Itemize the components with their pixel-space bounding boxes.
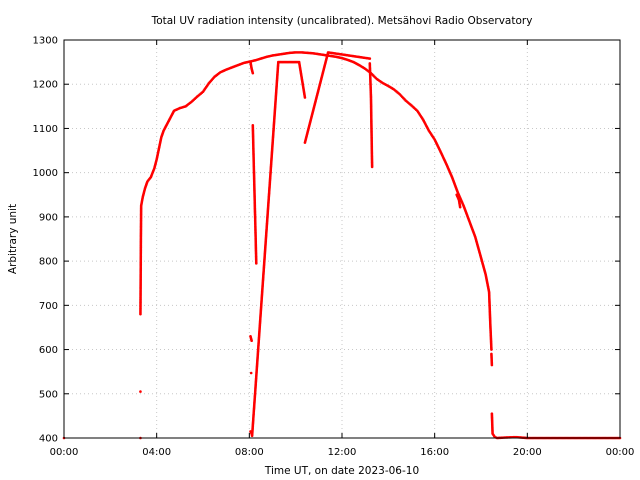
- data-point: [303, 96, 307, 99]
- x-tick-label: 00:00: [606, 447, 635, 458]
- data-point: [490, 363, 494, 367]
- y-tick-label: 500: [39, 389, 58, 400]
- x-tick-label: 12:00: [328, 447, 357, 458]
- y-tick-labels: 400 500 600 700 800 900 1000 1100 1200 1300: [33, 36, 58, 445]
- chart-title: Total UV radiation intensity (uncalibrat…: [151, 15, 533, 27]
- x-axis-label: Time UT, on date 2023-06-10: [264, 465, 419, 477]
- y-tick-label: 1000: [33, 168, 58, 179]
- x-tick-labels: 00:00 04:00 08:00 12:00 16:00 20:00 00:00: [50, 447, 635, 458]
- y-tick-label: 900: [39, 212, 58, 223]
- y-axis-label: Arbitrary unit: [7, 204, 19, 274]
- data-point: [490, 348, 493, 351]
- x-tick-label: 16:00: [420, 447, 449, 458]
- y-tick-label: 600: [39, 345, 58, 356]
- x-tick-label: 04:00: [142, 447, 171, 458]
- y-tick-label: 400: [39, 434, 58, 445]
- grid-lines: [64, 40, 620, 438]
- data-point: [458, 205, 462, 209]
- x-tick-label: 00:00: [50, 447, 79, 458]
- y-tick-label: 700: [39, 301, 58, 312]
- y-tick-label: 1200: [33, 80, 58, 91]
- data-point: [249, 371, 253, 375]
- data-point: [250, 339, 253, 343]
- y-tick-label: 800: [39, 257, 58, 268]
- data-points: [62, 51, 622, 440]
- data-point: [139, 390, 142, 393]
- data-point: [368, 57, 372, 60]
- y-tick-label: 1300: [33, 36, 58, 47]
- data-point: [251, 71, 255, 75]
- x-tick-label: 20:00: [513, 447, 542, 458]
- x-tick-label: 08:00: [235, 447, 264, 458]
- y-tick-label: 1100: [33, 124, 58, 135]
- data-point: [254, 262, 258, 265]
- axis-ticks: [63, 39, 621, 439]
- data-point: [370, 165, 374, 169]
